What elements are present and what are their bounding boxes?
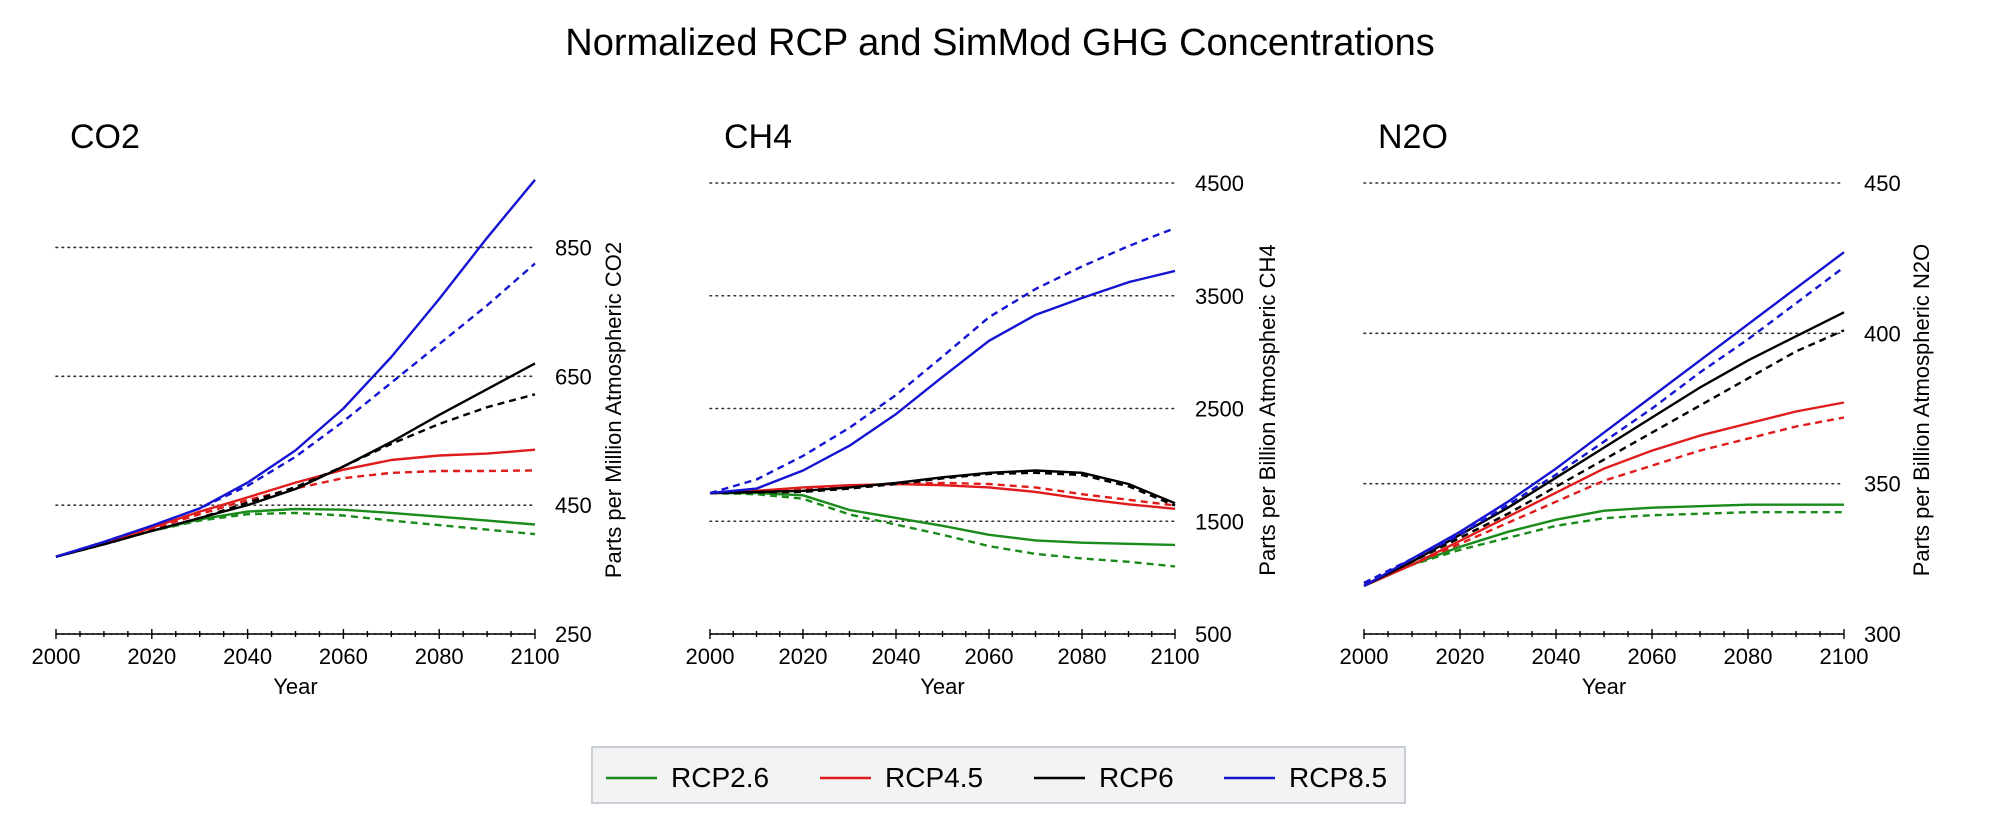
y-axis-label: Parts per Billion Atmospheric N2O (1909, 244, 1934, 577)
series-rcp6-dashed (709, 471, 1176, 507)
y-tick-label: 1500 (1195, 509, 1244, 534)
panel-ch4: CH4 500 1500 2500 3500 4500 2000 2020 2040 2060 20… (686, 118, 1280, 699)
y-tick-label: 650 (555, 364, 592, 389)
x-tick-label: 2040 (1532, 644, 1581, 669)
x-tick-label: 2060 (965, 644, 1014, 669)
x-tick-label: 2060 (319, 644, 368, 669)
series-rcp85-solid (1363, 251, 1845, 587)
legend-label-rcp85: RCP8.5 (1289, 762, 1387, 793)
x-tick-label: 2020 (1436, 644, 1485, 669)
x-tick-label: 2020 (779, 644, 828, 669)
x-axis-label: Year (273, 674, 317, 699)
y-tick-label: 500 (1195, 622, 1232, 647)
series-rcp45-dashed (709, 481, 1176, 507)
y-axis-label: Parts per Million Atmospheric CO2 (601, 242, 626, 578)
legend-item-rcp45: RCP4.5 (820, 762, 983, 793)
panel-title: CO2 (70, 118, 140, 156)
series-rcp85-dashed (709, 226, 1176, 495)
panel-co2: CO2 250 450 650 850 2000 2020 2040 2060 2080 2100 Y… (32, 118, 626, 699)
legend-item-rcp85: RCP8.5 (1224, 762, 1387, 793)
x-tick-label: 2100 (511, 644, 560, 669)
y-tick-label: 3500 (1195, 284, 1244, 309)
y-tick-label: 250 (555, 622, 592, 647)
y-tick-label: 450 (1864, 171, 1901, 196)
series-rcp26-solid (1363, 503, 1844, 587)
series-rcp6-solid (709, 469, 1176, 505)
y-tick-label: 300 (1864, 622, 1901, 647)
figure-title: Normalized RCP and SimMod GHG Concentrat… (565, 22, 1434, 64)
series-rcp26-dashed (1363, 511, 1844, 585)
y-tick-label: 400 (1864, 321, 1901, 346)
x-tick-label: 2040 (223, 644, 272, 669)
series-rcp6-dashed (55, 393, 536, 558)
legend-item-rcp26: RCP2.6 (606, 762, 769, 793)
series-rcp85-dashed (1363, 266, 1845, 584)
series-rcp45-dashed (55, 469, 536, 558)
x-tick-label: 2000 (32, 644, 81, 669)
series-rcp6-dashed (1363, 329, 1845, 584)
panel-title: N2O (1378, 118, 1448, 156)
legend-label-rcp45: RCP4.5 (885, 762, 983, 793)
series-rcp45-solid (1363, 401, 1845, 587)
x-tick-label: 2100 (1820, 644, 1869, 669)
x-tick-label: 2060 (1628, 644, 1677, 669)
x-tick-label: 2080 (1724, 644, 1773, 669)
y-tick-label: 850 (555, 235, 592, 260)
legend-item-rcp6: RCP6 (1034, 762, 1174, 793)
series-rcp26-solid (710, 491, 1176, 547)
y-tick-label: 450 (555, 493, 592, 518)
x-axis-label: Year (1582, 674, 1626, 699)
x-tick-label: 2000 (686, 644, 735, 669)
legend-box (591, 746, 1406, 804)
series-rcp26-dashed (55, 511, 536, 558)
x-tick-label: 2080 (1058, 644, 1107, 669)
x-tick-label: 2020 (127, 644, 176, 669)
x-tick-label: 2080 (415, 644, 464, 669)
series-rcp85-solid (55, 179, 536, 558)
panel-title: CH4 (724, 118, 792, 156)
legend-label-rcp6: RCP6 (1099, 762, 1174, 793)
y-tick-label: 350 (1864, 472, 1901, 497)
series-rcp26-dashed (709, 491, 1176, 568)
y-axis-label: Parts per Billion Atmospheric CH4 (1255, 244, 1280, 575)
y-tick-label: 4500 (1195, 171, 1244, 196)
x-axis-label: Year (920, 674, 964, 699)
series-rcp85-solid (709, 269, 1176, 495)
x-tick-label: 2000 (1340, 644, 1389, 669)
legend: RCP2.6 RCP4.5 RCP6 RCP8.5 (591, 746, 1406, 804)
x-tick-label: 2100 (1151, 644, 1200, 669)
legend-label-rcp26: RCP2.6 (671, 762, 769, 793)
panel-n2o: N2O 300 350 400 450 2000 2020 2040 2060 2080 2100 Y… (1340, 118, 1934, 699)
x-tick-label: 2040 (872, 644, 921, 669)
series-rcp45-solid (55, 448, 536, 558)
series-rcp6-solid (55, 362, 536, 558)
series-rcp45-dashed (1363, 416, 1845, 585)
y-tick-label: 2500 (1195, 397, 1244, 422)
